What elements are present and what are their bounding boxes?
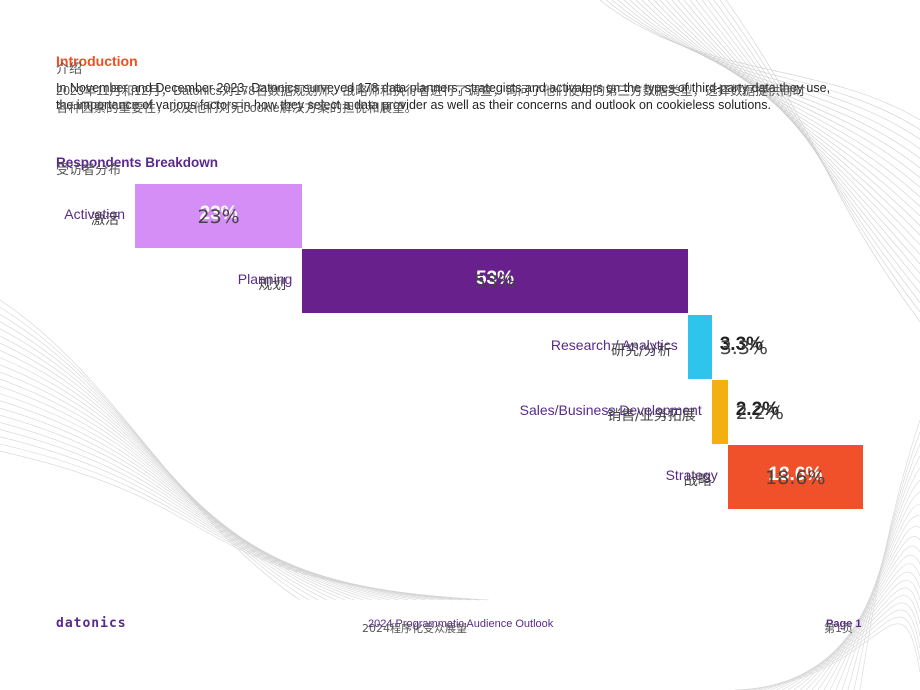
category-label-research-analytics: Research / Analytics	[550, 336, 678, 353]
intro-body-zh: 2023年11月和12月，Datonics对178名数据规划师、战略师和执行者进…	[56, 84, 806, 115]
intro-heading: Introduction	[56, 53, 138, 69]
value-label-planning: 53%	[475, 268, 515, 290]
page-number: Page 1	[826, 618, 862, 630]
bar-strategy	[727, 445, 863, 510]
value-label-activation: 23%	[199, 203, 238, 224]
category-label-zh-research-analytics: 研究/分析	[611, 342, 672, 359]
category-label-zh-strategy: 战略	[683, 473, 712, 490]
bar-research-analytics	[687, 314, 712, 379]
footer-title-zh: 2024程序化受众展望	[362, 622, 467, 635]
category-label-sales-business-development: Sales/Business Development	[519, 401, 702, 418]
value-label-zh-research-analytics: 3.3%	[719, 336, 768, 359]
datonics-logo: datonics	[56, 616, 127, 631]
intro-body: In November and December 2023, Datonics …	[56, 81, 831, 112]
value-label-zh-strategy: 18.6%	[765, 467, 826, 490]
breakdown-heading: Respondents Breakdown	[56, 155, 219, 170]
intro-heading-zh: 介绍	[56, 62, 83, 77]
category-label-planning: Planning	[237, 271, 293, 288]
category-label-strategy: Strategy	[665, 467, 718, 484]
category-label-zh-sales-business-development: 销售/业务拓展	[607, 407, 696, 424]
value-label-sales-business-development: 2.2%	[735, 398, 780, 420]
value-label-zh-activation: 23%	[197, 206, 240, 228]
bar-activation	[135, 184, 303, 248]
value-label-zh-planning: 53%	[473, 271, 517, 294]
value-label-research-analytics: 3.3%	[719, 333, 764, 355]
category-label-zh-planning: 规划	[258, 277, 287, 294]
page-number-zh: 第1页	[824, 622, 853, 635]
footer-title: 2024 Programmatic Audience Outlook	[368, 618, 554, 630]
value-label-strategy: 18.6%	[768, 464, 823, 486]
bar-planning	[302, 249, 688, 314]
category-label-zh-activation: 激活	[91, 212, 119, 228]
category-label-activation: Activation	[64, 206, 125, 222]
breakdown-heading-zh: 受访者分布	[56, 163, 122, 178]
value-label-zh-sales-business-development: 2.2%	[735, 401, 784, 424]
bar-sales-business-development	[711, 379, 728, 444]
